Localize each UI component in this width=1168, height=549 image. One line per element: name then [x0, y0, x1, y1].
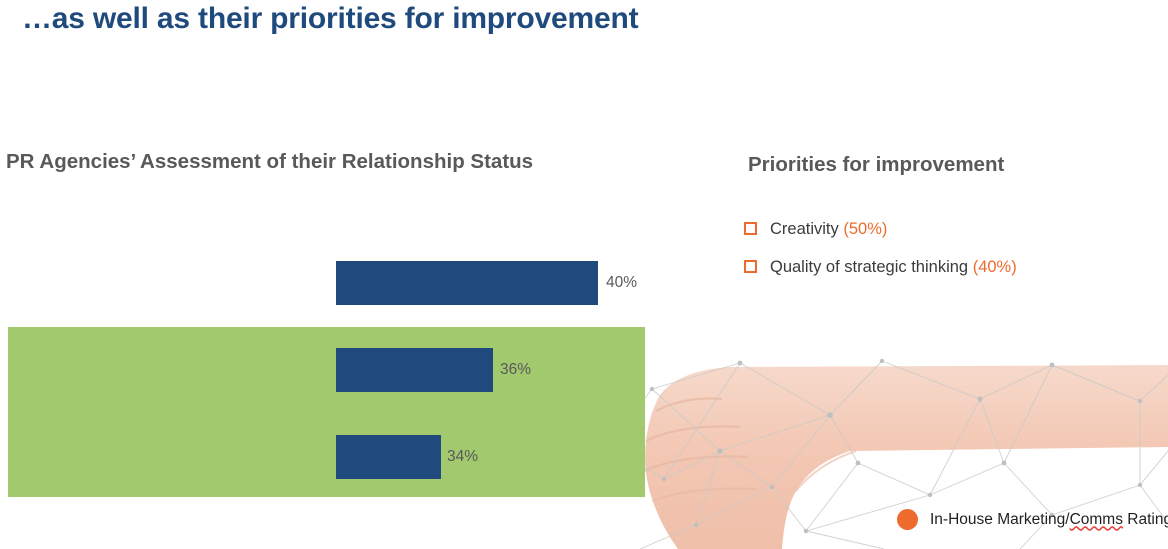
network-nodes — [605, 358, 1143, 534]
bar-shape — [336, 261, 598, 305]
bar-shape — [336, 348, 493, 392]
orange-circle-marker-icon — [897, 509, 918, 530]
square-outline-bullet-icon — [744, 260, 757, 273]
legend-text-before: In-House Marketing/ — [930, 510, 1070, 528]
priorities-title: Priorities for improvement — [748, 153, 1005, 176]
square-outline-bullet-icon — [744, 222, 757, 235]
highlight-band — [8, 327, 645, 497]
bar-value-label: 36% — [500, 361, 532, 378]
page-title: …as well as their priorities for improve… — [22, 2, 639, 35]
legend-label: In-House Marketing/Comms Rating — [930, 511, 1168, 529]
priority-list-item: Creativity (50%) — [744, 220, 887, 239]
bar-row: Timelines are sufficient 36% — [0, 348, 660, 392]
chart-legend: In-House Marketing/Comms Rating — [897, 509, 1168, 530]
legend-text-misspelled: Comms — [1069, 510, 1123, 528]
legend-text-after: Rating — [1122, 510, 1168, 528]
priority-list-item: Quality of strategic thinking (40%) — [744, 258, 1017, 277]
chart-title: PR Agencies’ Assessment of their Relatio… — [6, 150, 534, 173]
priority-percent: (50%) — [843, 220, 888, 238]
bar-shape — [336, 435, 441, 479]
bar-row: We are provided with enough info 34% — [0, 435, 660, 479]
bar-value-label: 40% — [606, 274, 638, 291]
priority-label: Creativity — [770, 220, 839, 238]
priority-percent: (40%) — [972, 258, 1017, 276]
bar-value-label: 34% — [447, 448, 479, 465]
priority-label: Quality of strategic thinking — [770, 258, 969, 276]
bar-row: We are being paid fairly 40% — [0, 261, 660, 305]
